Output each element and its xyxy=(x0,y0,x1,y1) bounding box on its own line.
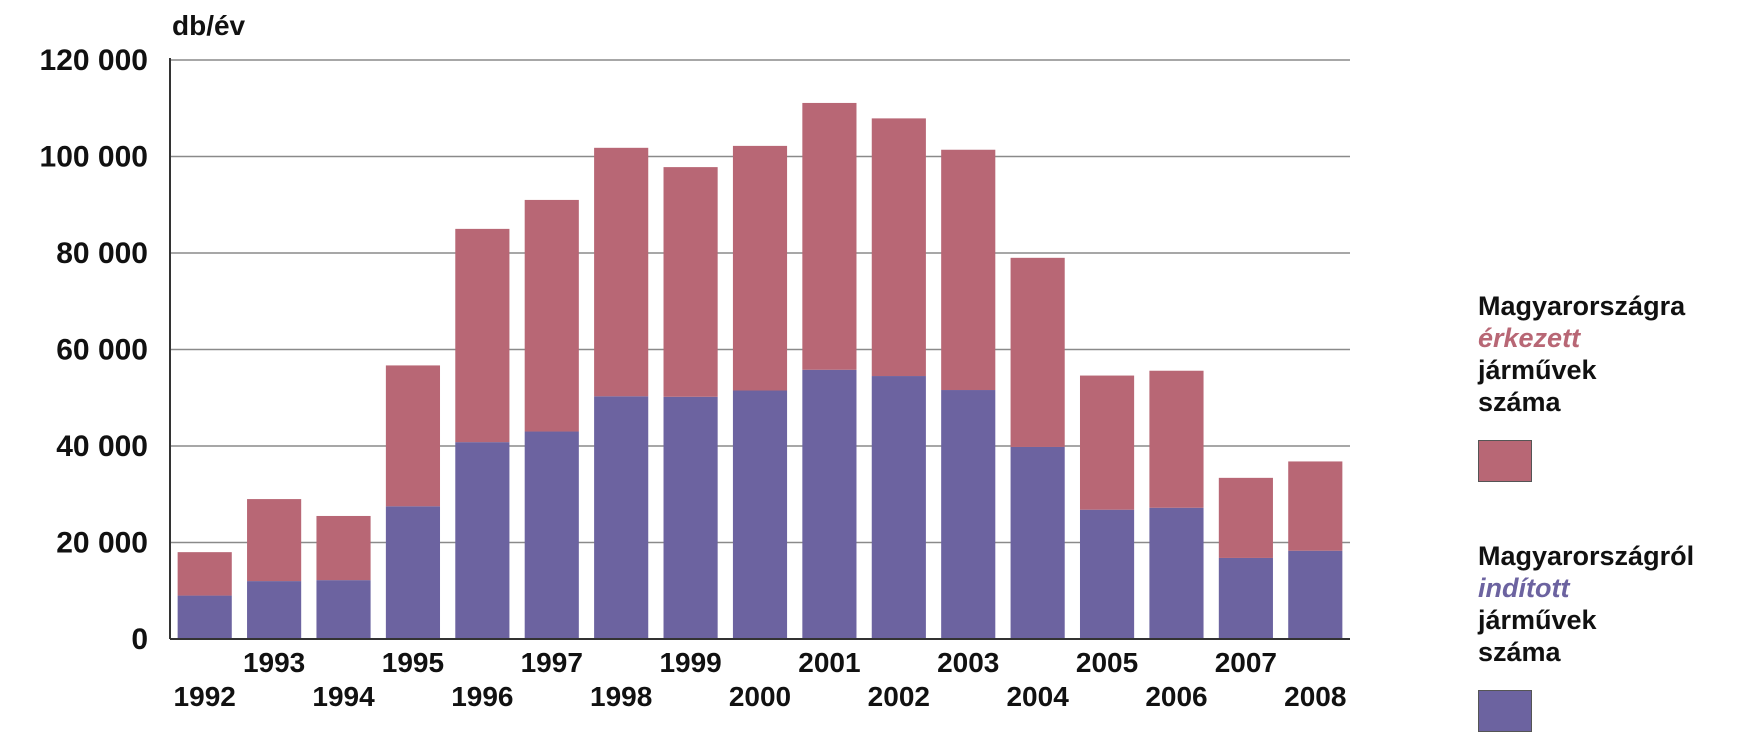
x-tick-label-2007: 2007 xyxy=(1215,647,1277,678)
x-tick-label-2000: 2000 xyxy=(729,681,791,712)
x-tick-label-1995: 1995 xyxy=(382,647,444,678)
y-tick-label-6: 120 000 xyxy=(40,44,148,77)
bar-departed-1997 xyxy=(524,431,579,639)
bar-arrived-1998 xyxy=(594,147,649,397)
bar-departed-2006 xyxy=(1149,507,1204,639)
legend-departed-line1: Magyarországról xyxy=(1478,541,1695,571)
legend-arrived: Magyarországra érkezett járművek száma xyxy=(1478,290,1758,482)
bar-arrived-2003 xyxy=(941,149,996,391)
bar-arrived-2006 xyxy=(1149,370,1204,508)
bar-departed-2001 xyxy=(802,369,857,639)
x-tick-label-1997: 1997 xyxy=(521,647,583,678)
y-tick-label-5: 100 000 xyxy=(40,141,148,174)
x-tick-label-1999: 1999 xyxy=(659,647,721,678)
x-tick-label-2008: 2008 xyxy=(1284,681,1346,712)
bar-departed-1995 xyxy=(385,506,441,639)
bar-arrived-2004 xyxy=(1010,257,1065,447)
legend-arrived-line1: Magyarországra xyxy=(1478,291,1686,321)
legend-departed: Magyarországról indított járművek száma xyxy=(1478,540,1758,732)
x-tick-label-1996: 1996 xyxy=(451,681,513,712)
x-tick-label-1993: 1993 xyxy=(243,647,305,678)
bar-departed-1998 xyxy=(594,396,649,639)
y-tick-label-4: 80 000 xyxy=(56,237,148,270)
bar-departed-1999 xyxy=(663,396,718,639)
x-tick-label-2001: 2001 xyxy=(798,647,860,678)
bar-departed-1992 xyxy=(177,595,232,639)
bar-arrived-1992 xyxy=(177,552,232,596)
x-tick-label-1994: 1994 xyxy=(312,681,375,712)
legend-arrived-line4: száma xyxy=(1478,387,1561,417)
bar-arrived-1995 xyxy=(385,365,441,507)
x-tick-label-1998: 1998 xyxy=(590,681,652,712)
x-tick-label-2005: 2005 xyxy=(1076,647,1138,678)
bar-arrived-1997 xyxy=(524,199,579,432)
bar-arrived-2007 xyxy=(1218,477,1273,558)
bar-departed-2007 xyxy=(1218,557,1273,639)
bar-departed-2002 xyxy=(871,376,926,639)
bar-departed-2008 xyxy=(1288,550,1343,639)
legend-departed-line2: indított xyxy=(1478,573,1570,603)
x-tick-label-2004: 2004 xyxy=(1006,681,1069,712)
x-tick-label-2003: 2003 xyxy=(937,647,999,678)
legend-arrived-line2: érkezett xyxy=(1478,323,1581,353)
bar-departed-1996 xyxy=(455,442,510,639)
bar-arrived-2002 xyxy=(871,118,926,377)
x-tick-label-1992: 1992 xyxy=(174,681,236,712)
x-tick-label-2006: 2006 xyxy=(1145,681,1207,712)
y-tick-label-0: 0 xyxy=(131,623,148,656)
y-tick-label-2: 40 000 xyxy=(56,430,148,463)
bar-arrived-1999 xyxy=(663,167,718,397)
legend-departed-line4: száma xyxy=(1478,637,1561,667)
y-tick-label-3: 60 000 xyxy=(56,334,148,367)
y-axis-unit-label: db/év xyxy=(172,10,246,41)
bar-arrived-1994 xyxy=(316,515,371,581)
bar-arrived-2008 xyxy=(1288,461,1343,551)
bar-arrived-2000 xyxy=(732,145,788,391)
legend-arrived-swatch xyxy=(1478,440,1532,482)
bar-departed-2005 xyxy=(1079,509,1135,639)
y-tick-label-1: 20 000 xyxy=(56,527,148,560)
bar-departed-1993 xyxy=(247,581,302,639)
legend-departed-swatch xyxy=(1478,690,1532,732)
bar-arrived-2005 xyxy=(1079,375,1135,510)
bar-arrived-1993 xyxy=(247,499,302,582)
legend-departed-line3: járművek xyxy=(1478,605,1597,635)
bar-arrived-1996 xyxy=(455,228,510,443)
bar-departed-2003 xyxy=(941,390,996,639)
bar-departed-1994 xyxy=(316,580,371,639)
bar-departed-2004 xyxy=(1010,446,1065,639)
bar-departed-2000 xyxy=(732,390,788,639)
x-tick-label-2002: 2002 xyxy=(868,681,930,712)
legend-arrived-line3: járművek xyxy=(1478,355,1597,385)
bar-arrived-2001 xyxy=(802,102,857,370)
